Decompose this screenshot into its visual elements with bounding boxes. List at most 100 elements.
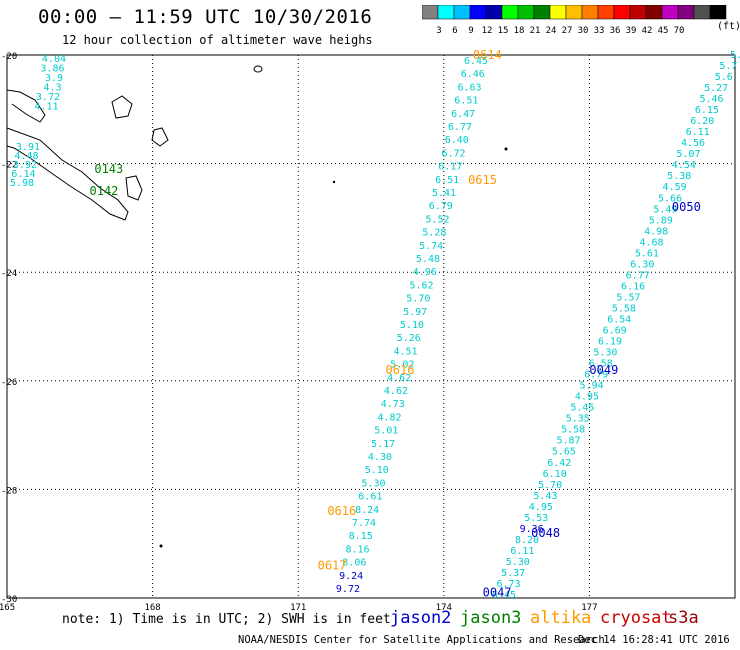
pass-id-label: 0048 xyxy=(531,526,560,540)
wave-height-value: 4.54 xyxy=(672,160,696,171)
longitude-label: 177 xyxy=(581,603,597,613)
pass-id-label: 0615 xyxy=(468,173,497,187)
pass-id-label: 0616 xyxy=(327,504,356,518)
wave-height-value: 6.45 xyxy=(492,590,516,601)
wave-height-value: 4.56 xyxy=(681,138,705,149)
color-scale-tick-label: 36 xyxy=(610,26,621,36)
generation-timestamp: Dec 14 16:28:41 UTC 2016 xyxy=(578,634,730,646)
wave-height-value: 6.15 xyxy=(695,105,719,116)
wave-height-value: 5.65 xyxy=(552,447,576,458)
wave-height-value: 4.82 xyxy=(378,412,402,423)
pass-id-label: 0049 xyxy=(589,363,618,377)
credit-line: NOAA/NESDIS Center for Satellite Applica… xyxy=(238,634,605,646)
wave-height-value: 4.95 xyxy=(529,502,553,513)
wave-height-value: 4.96 xyxy=(413,267,437,278)
wave-height-value: 6.51 xyxy=(454,96,478,107)
wave-height-value: 5.7 xyxy=(719,61,737,72)
wave-height-value: 6.61 xyxy=(358,492,382,503)
wave-height-value: 5.58 xyxy=(612,303,636,314)
latitude-label: -24 xyxy=(1,269,17,279)
wave-height-value: 5.61 xyxy=(635,248,659,259)
wave-height-value: 5.17 xyxy=(371,439,395,450)
pass-id-label: 0047 xyxy=(483,586,512,600)
island-coastline xyxy=(151,127,169,147)
wave-height-value: 6.45 xyxy=(464,56,488,67)
color-scale-tick-label: 39 xyxy=(626,26,637,36)
wave-height-value: 5.62 xyxy=(410,280,434,291)
color-scale-tick-label: 42 xyxy=(642,26,653,36)
wave-height-value: 5.98 xyxy=(10,178,34,189)
pass-id-label: 0614 xyxy=(473,48,502,62)
wave-height-value: 5.30 xyxy=(506,557,530,568)
wave-height-value: 4.51 xyxy=(394,346,418,357)
wave-height-value: 4.98 xyxy=(644,226,668,237)
wave-height-value: 3.72 xyxy=(36,92,60,103)
color-scale-tick-label: 21 xyxy=(530,26,541,36)
wave-height-value: 5.43 xyxy=(533,491,557,502)
wave-height-value: 4.95 xyxy=(575,392,599,403)
wave-height-value: 5.6 xyxy=(715,72,733,83)
wave-height-value: 5.28 xyxy=(422,228,446,239)
color-scale-tick-label: 15 xyxy=(498,26,509,36)
wave-height-value: 3.86 xyxy=(40,64,64,75)
wave-height-value: 5.70 xyxy=(538,480,562,491)
wave-height-value: 6.77 xyxy=(626,270,650,281)
wave-height-value: 6.11 xyxy=(686,127,710,138)
wave-height-value: 3.9 xyxy=(45,73,63,84)
satellite-legend-altika: altika xyxy=(530,608,592,628)
wave-height-value: 5.38 xyxy=(667,171,691,182)
wave-height-value: 5.01 xyxy=(374,426,398,437)
latitude-label: -30 xyxy=(1,595,17,605)
wave-height-value: 4.62 xyxy=(384,386,408,397)
wave-height-value: 5.10 xyxy=(400,320,424,331)
wave-height-value: 6.79 xyxy=(429,201,453,212)
wave-height-value: 6.51 xyxy=(435,175,459,186)
wave-height-value: 4.11 xyxy=(34,102,58,113)
wave-height-value: 5.87 xyxy=(556,436,580,447)
wave-height-value: 4.30 xyxy=(368,452,392,463)
longitude-label: 171 xyxy=(290,603,306,613)
wave-height-value: 6.47 xyxy=(451,109,475,120)
color-scale-legend: 3 6 9 12 15 18 21 24 27 30 33 36 39 42 45 70 xyxy=(422,5,727,36)
color-scale-tick-label: 3 xyxy=(436,26,441,36)
satellite-legend-jason3: jason3 xyxy=(460,608,522,628)
wave-height-value: 8.16 xyxy=(346,544,370,555)
wave-height-value: 5.53 xyxy=(524,513,548,524)
wave-height-value: 4.68 xyxy=(639,237,663,248)
wave-height-value: 6.79 xyxy=(584,370,608,381)
wave-height-value: 6.19 xyxy=(598,337,622,348)
wave-height-value: 4.59 xyxy=(663,182,687,193)
wave-height-value: 4.04 xyxy=(42,54,66,65)
wave-height-value: 5.97 xyxy=(403,307,427,318)
satellite-legend-cryosat: cryosat xyxy=(600,608,672,628)
latitude-label: -20 xyxy=(1,52,17,62)
wave-height-value: 6.20 xyxy=(690,116,714,127)
wave-height-value: 6.14 xyxy=(11,169,35,180)
wave-height-value: 5.52 xyxy=(426,214,450,225)
wave-height-value: 5.48 xyxy=(416,254,440,265)
wave-height-value: 6.54 xyxy=(607,314,631,325)
wave-height-value: 6.10 xyxy=(543,469,567,480)
wave-height-value: 5.26 xyxy=(397,333,421,344)
wave-height-value: 4.73 xyxy=(381,399,405,410)
color-scale-tick-label: 9 xyxy=(468,26,473,36)
color-scale-unit: (ft) xyxy=(717,21,740,32)
wave-height-value: 5.66 xyxy=(658,193,682,204)
wave-height-value: 6.63 xyxy=(458,82,482,93)
wave-height-value: 5.07 xyxy=(676,149,700,160)
map-frame xyxy=(6,54,736,599)
color-scale-tick-label: 30 xyxy=(578,26,589,36)
longitude-label: 168 xyxy=(144,603,160,613)
wave-height-value: 4.3 xyxy=(43,83,61,94)
wave-height-value: 8.24 xyxy=(355,505,379,516)
color-scale-tick-label: 24 xyxy=(546,26,557,36)
wave-height-value: 5.94 xyxy=(580,381,604,392)
wave-height-value: 5.46 xyxy=(699,94,723,105)
wave-height-value: 4.48 xyxy=(14,151,38,162)
island-coastline xyxy=(125,175,143,201)
wave-height-value: 9.24 xyxy=(339,571,363,582)
wave-height-value: 5. xyxy=(730,50,740,61)
page-title: 00:00 – 11:59 UTC 10/30/2016 xyxy=(38,6,373,28)
color-scale-tick-label: 6 xyxy=(452,26,457,36)
wave-height-value: 6.17 xyxy=(438,162,462,173)
